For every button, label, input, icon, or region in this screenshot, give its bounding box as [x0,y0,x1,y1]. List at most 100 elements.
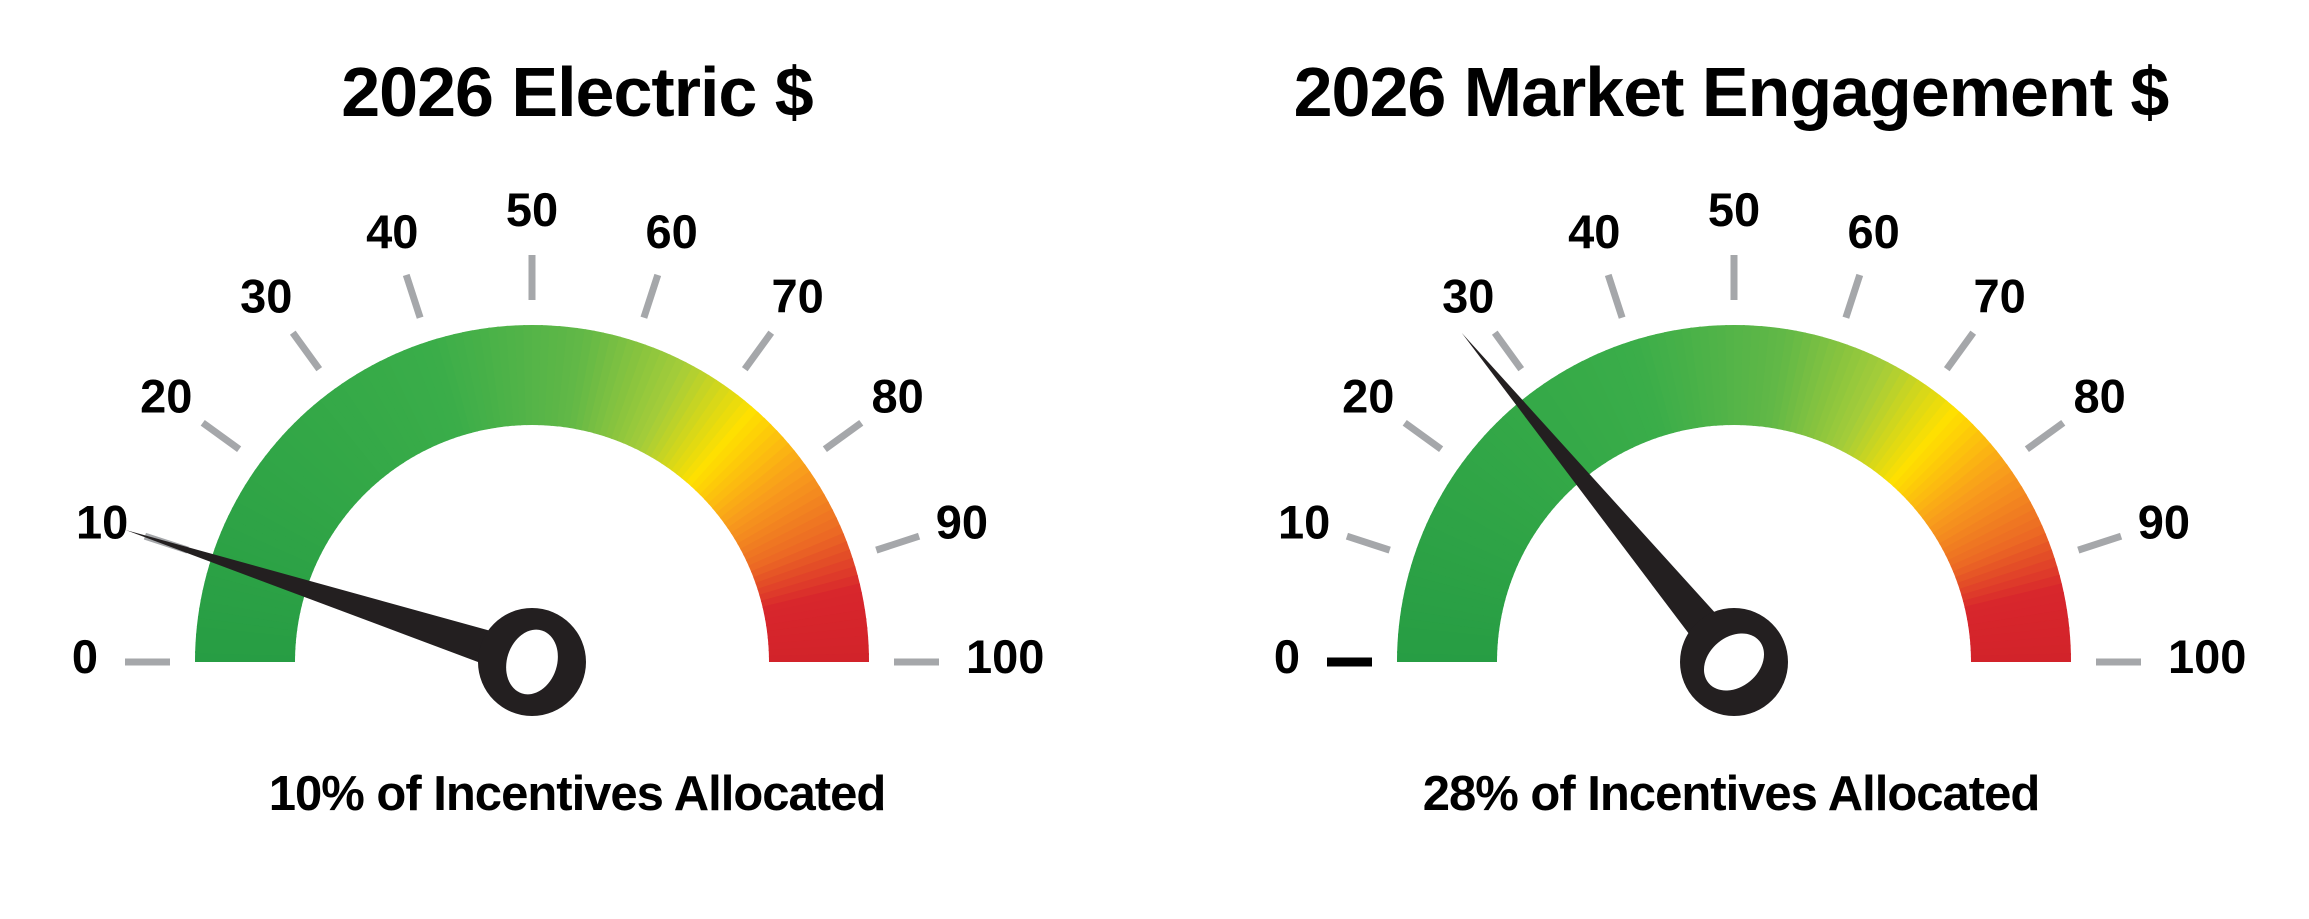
gauge-arc-segment [1495,416,1572,495]
gauge-arc-segment [616,347,663,444]
gauge-arc-segment [1557,369,1617,460]
gauge-arc-segment [1581,356,1634,451]
gauge-arc-segment [562,327,587,429]
gauge-arc-segment [556,326,579,428]
gauge-tick [2024,419,2066,453]
gauge-arc-segment [750,533,848,579]
gauge-arc-segment [1489,422,1568,499]
gauge-arc-segment [734,485,825,545]
gauge-arc-segment [1830,354,1881,449]
gauge-arc-segment [1807,341,1849,440]
gauge-arc-segment [1535,383,1601,471]
gauge-arc-segment [348,373,410,464]
gauge-tick [2077,532,2123,554]
gauge-arc-segment [333,383,399,471]
gauge-arc-segment [1406,572,1506,607]
gauge-arc-segment [1399,607,1501,632]
gauge-arc-segment [759,566,859,603]
gauge-arc-segment [436,335,473,435]
gauge-arc-segment [1746,325,1763,426]
gauge-arc-segment [755,549,854,591]
gauge-arc-segment [1477,434,1559,509]
gauge-tick-label: 100 [2168,630,2246,683]
gauge-arc-segment [1573,360,1628,454]
gauge-tick [1345,532,1391,554]
gauge-arc-segment [681,400,753,483]
gauge-tick-label: 10 [76,495,128,548]
gauge-arc-segment [224,515,319,566]
gauge-arc-segment [479,327,503,428]
gauge-arc-segment [650,370,710,461]
gauge-tick-label: 30 [240,269,292,322]
gauge-arc-segment [1868,384,1934,472]
gauge-arc-segment [394,349,443,446]
gauge-arc-segment [1690,326,1711,428]
market-engagement-gauge-panel: 2026 Market Engagement $ 0 10 20 30 40 50 60 70… [1154,0,2308,919]
gauge-arc-segment [1847,365,1905,458]
gauge-tick-label: 20 [140,369,192,422]
gauge-arc-segment [1408,564,1508,601]
gauge-arc-segment [1942,501,2036,556]
gauge-arc-segment [1663,330,1693,431]
gauge-arc-segment [1740,325,1754,426]
gauge-arc-segment [1841,361,1897,455]
gauge-arc-segment [363,364,421,457]
gauge-arc-segment [1416,539,1514,583]
gauge-arc-segment [1936,485,2027,545]
gauge-tick [289,330,323,372]
gauge-arc-segment [355,369,415,460]
gauge-arc-segment [1801,338,1841,438]
gauge-arc-segment [270,441,353,513]
gauge-tick-label: 60 [1848,205,1900,258]
gauge-arc-segment [1655,331,1687,432]
gauge-arc-segment [1413,547,1512,589]
gauge-tick [875,532,921,554]
gauge-arc-segment [1613,343,1657,441]
gauge-arc-segment [1836,357,1889,452]
gauge-arc-segment [745,516,841,567]
gauge-arc-segment [550,326,570,427]
gauge-caption: 28% of Incentives Allocated [1422,767,2041,821]
gauge-tick-label: 90 [936,495,988,548]
gauge-tick-label: 0 [72,630,98,683]
gauge-arc-segment [1959,557,2058,597]
gauge-arc-segment [275,434,357,509]
gauge-arc-segment [634,357,687,452]
gauge-arc-segment [264,448,349,518]
gauge-arc-segment [1429,507,1524,560]
gauge-arc-segment [1446,476,1537,539]
gauge-arc-segment [639,361,695,455]
gauge-arc-segment [444,333,479,434]
gauge-arc-segment [762,583,863,615]
gauge-arc-segment [419,340,461,439]
gauge-tick [200,419,242,453]
gauge-arc-segment [1873,389,1941,475]
gauge-arc-segment [1401,598,1502,625]
gauge-arc-segment [690,411,766,492]
gauge-tick [741,330,775,372]
gauge-arc-segment [453,331,485,432]
gauge-arc-segment [1422,523,1519,572]
gauge-tick-label: 90 [2138,495,2190,548]
gauge-arc-segment [766,609,867,633]
gauge-arc-segment [1968,609,2069,633]
gauge-arc-segment [1621,340,1663,439]
gauge-arc-segment [1961,566,2061,603]
gauge-arc-segment [217,531,314,578]
gauge-arc-segment [204,572,304,607]
gauge-arc-segment [1672,328,1699,429]
gauge-arc-segment [386,353,437,449]
gauge-tick-label: 70 [772,269,824,322]
gauge-arc-segment [1397,642,1498,656]
gauge-arc-segment [587,334,622,434]
gauge-arc-segment [727,471,816,535]
gauge-arc-segment [767,626,869,645]
gauge-arc-segment [1410,555,1510,595]
gauge-arc-segment [766,618,868,639]
gauge-arc-segment [496,325,515,427]
gauge-arc-segment [1402,589,1503,619]
gauge-arc-segment [1466,448,1551,518]
gauge-arc-segment [723,463,811,529]
gauge-tick [1491,330,1525,372]
gauge-arc-segment [743,509,838,562]
